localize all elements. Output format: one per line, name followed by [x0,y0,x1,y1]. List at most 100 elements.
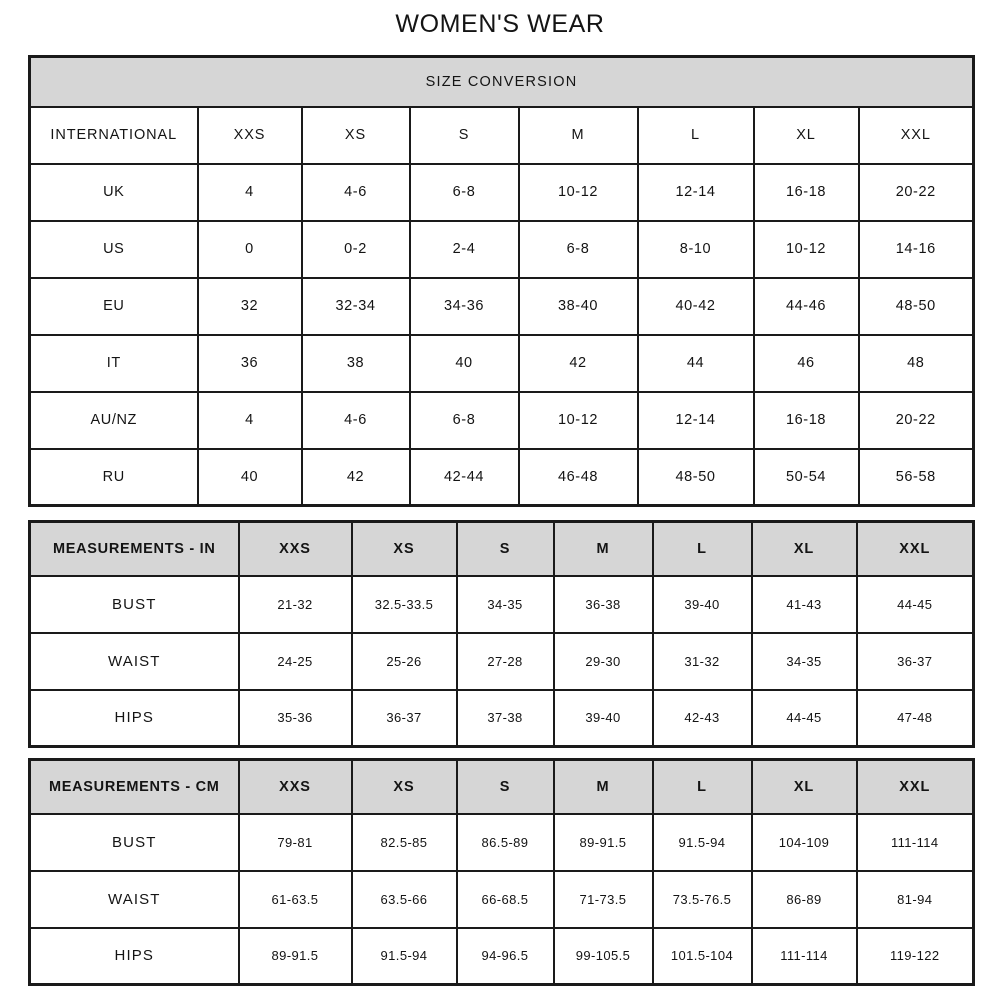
cell-aunz-l: 12-14 [636,390,755,450]
cell-hips-in-xs: 36-37 [350,688,458,748]
cell-us-xl: 10-12 [752,219,860,279]
size-conversion-table: SIZE CONVERSION INTERNATIONAL XXS XS S M… [28,55,975,507]
cell-bust-cm-xxs: 79-81 [237,812,353,872]
cell-it-s: 40 [408,333,520,393]
column-header-xxs: XXS [196,105,303,165]
cell-aunz-xxl: 20-22 [857,390,975,450]
column-header-xxl: XXL [855,758,975,815]
cell-bust-in-m: 36-38 [552,574,654,634]
cell-eu-xl: 44-46 [752,276,860,336]
table-row: WAIST 24-25 25-26 27-28 29-30 31-32 34-3… [28,631,975,691]
table-row: US 0 0-2 2-4 6-8 8-10 10-12 14-16 [28,219,975,279]
table-row: AU/NZ 4 4-6 6-8 10-12 12-14 16-18 20-22 [28,390,975,450]
cell-bust-in-xl: 41-43 [750,574,858,634]
cell-uk-xxs: 4 [196,162,303,222]
cell-bust-cm-l: 91.5-94 [651,812,753,872]
cell-aunz-xxs: 4 [196,390,303,450]
cell-aunz-xs: 4-6 [300,390,411,450]
column-header-xs: XS [350,758,458,815]
table-row: BUST 79-81 82.5-85 86.5-89 89-91.5 91.5-… [28,812,975,872]
cell-bust-in-xxl: 44-45 [855,574,975,634]
measurements-cm-table: MEASUREMENTS - CM XXS XS S M L XL XXL BU… [28,758,975,986]
row-label-bust-cm: BUST [28,812,240,872]
cell-waist-cm-s: 66-68.5 [455,869,555,929]
cell-it-m: 42 [517,333,639,393]
column-header-xxs: XXS [237,758,353,815]
cell-hips-in-xl: 44-45 [750,688,858,748]
cell-uk-xxl: 20-22 [857,162,975,222]
table-header-row: MEASUREMENTS - CM XXS XS S M L XL XXL [28,758,975,815]
row-label-it: IT [28,333,199,393]
cell-it-xxl: 48 [857,333,975,393]
cell-hips-in-xxs: 35-36 [237,688,353,748]
column-header-m: M [552,520,654,577]
cell-hips-in-xxl: 47-48 [855,688,975,748]
cell-us-xxl: 14-16 [857,219,975,279]
cell-eu-xxl: 48-50 [857,276,975,336]
cell-waist-cm-m: 71-73.5 [552,869,654,929]
row-label-uk: UK [28,162,199,222]
cell-eu-l: 40-42 [636,276,755,336]
cell-waist-in-l: 31-32 [651,631,753,691]
cell-eu-xs: 32-34 [300,276,411,336]
column-header-s: S [408,105,520,165]
cell-bust-in-s: 34-35 [455,574,555,634]
cell-bust-cm-xs: 82.5-85 [350,812,458,872]
cell-ru-xxs: 40 [196,447,303,507]
cell-hips-cm-xxl: 119-122 [855,926,975,986]
cell-us-l: 8-10 [636,219,755,279]
column-header-s: S [455,758,555,815]
table-row: RU 40 42 42-44 46-48 48-50 50-54 56-58 [28,447,975,507]
cell-ru-xs: 42 [300,447,411,507]
row-label-us: US [28,219,199,279]
cell-hips-cm-m: 99-105.5 [552,926,654,986]
table-row: IT 36 38 40 42 44 46 48 [28,333,975,393]
table-row: UK 4 4-6 6-8 10-12 12-14 16-18 20-22 [28,162,975,222]
cell-hips-cm-xxs: 89-91.5 [237,926,353,986]
table-row: HIPS 35-36 36-37 37-38 39-40 42-43 44-45… [28,688,975,748]
column-header-xxl: XXL [857,105,975,165]
table-banner-row: SIZE CONVERSION [28,55,975,108]
column-header-xl: XL [750,520,858,577]
cell-bust-in-xxs: 21-32 [237,574,353,634]
table-row: HIPS 89-91.5 91.5-94 94-96.5 99-105.5 10… [28,926,975,986]
cell-ru-l: 48-50 [636,447,755,507]
column-header-xxs: XXS [237,520,353,577]
cell-bust-cm-xl: 104-109 [750,812,858,872]
cell-waist-in-xxl: 36-37 [855,631,975,691]
cell-ru-m: 46-48 [517,447,639,507]
row-label-eu: EU [28,276,199,336]
size-conversion-banner: SIZE CONVERSION [28,55,975,108]
column-header-international: INTERNATIONAL [28,105,199,165]
cell-uk-xs: 4-6 [300,162,411,222]
row-label-waist-cm: WAIST [28,869,240,929]
cell-waist-cm-xs: 63.5-66 [350,869,458,929]
row-label-hips-cm: HIPS [28,926,240,986]
cell-hips-in-m: 39-40 [552,688,654,748]
cell-waist-in-m: 29-30 [552,631,654,691]
cell-bust-in-xs: 32.5-33.5 [350,574,458,634]
cell-aunz-s: 6-8 [408,390,520,450]
row-label-aunz: AU/NZ [28,390,199,450]
cell-waist-cm-xxl: 81-94 [855,869,975,929]
table-header-row: INTERNATIONAL XXS XS S M L XL XXL [28,105,975,165]
cell-us-xs: 0-2 [300,219,411,279]
table-row: WAIST 61-63.5 63.5-66 66-68.5 71-73.5 73… [28,869,975,929]
cell-it-xl: 46 [752,333,860,393]
column-header-l: L [636,105,755,165]
column-header-measurements-cm: MEASUREMENTS - CM [28,758,240,815]
column-header-m: M [552,758,654,815]
cell-uk-s: 6-8 [408,162,520,222]
column-header-xl: XL [750,758,858,815]
cell-waist-in-xxs: 24-25 [237,631,353,691]
cell-it-xxs: 36 [196,333,303,393]
column-header-m: M [517,105,639,165]
table-row: EU 32 32-34 34-36 38-40 40-42 44-46 48-5… [28,276,975,336]
measurements-inches-table: MEASUREMENTS - IN XXS XS S M L XL XXL BU… [28,520,975,748]
column-header-xs: XS [350,520,458,577]
cell-bust-cm-m: 89-91.5 [552,812,654,872]
cell-uk-l: 12-14 [636,162,755,222]
cell-hips-cm-l: 101.5-104 [651,926,753,986]
cell-us-xxs: 0 [196,219,303,279]
